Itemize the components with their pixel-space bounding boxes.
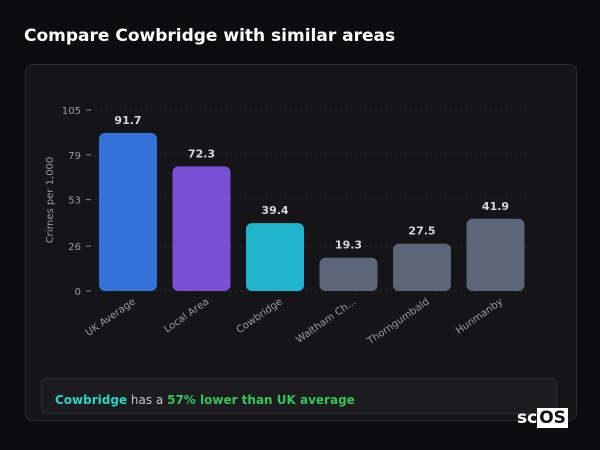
x-tick-label: UK Average (84, 296, 138, 338)
y-tick-label: 0 (75, 287, 81, 298)
data-label: 39.4 (261, 204, 288, 217)
y-tick-label: 53 (68, 196, 81, 207)
page-title: Compare Cowbridge with similar areas (24, 26, 396, 46)
bar (319, 257, 378, 291)
x-tick-label: Cowbridge (235, 296, 285, 336)
summary-text: has a (127, 393, 168, 407)
data-label: 27.5 (408, 225, 435, 238)
bar (246, 223, 304, 291)
y-tick-label: 105 (62, 106, 81, 117)
x-tick-label: Thorngumbald (365, 296, 432, 347)
bar (466, 218, 525, 291)
x-tick-label: Hunmanby (454, 296, 505, 336)
x-tick-label: Local Area (162, 296, 211, 335)
summary-highlight: 57% lower than UK average (167, 393, 355, 407)
scos-logo: sc OS (517, 408, 568, 428)
bar (172, 166, 231, 291)
summary-note: Cowbridge has a 57% lower than UK averag… (41, 378, 557, 414)
y-tick-label: 26 (68, 242, 81, 253)
summary-place: Cowbridge (55, 393, 128, 407)
bar (99, 132, 157, 291)
y-tick-label: 79 (68, 151, 81, 162)
data-label: 91.7 (114, 114, 141, 127)
data-label: 41.9 (482, 200, 509, 213)
x-tick-label: Waltham Ch... (294, 296, 358, 345)
data-label: 72.3 (188, 147, 215, 160)
data-label: 19.3 (335, 239, 362, 252)
y-axis-label: Crimes per 1,000 (45, 157, 56, 244)
bar (393, 243, 451, 291)
